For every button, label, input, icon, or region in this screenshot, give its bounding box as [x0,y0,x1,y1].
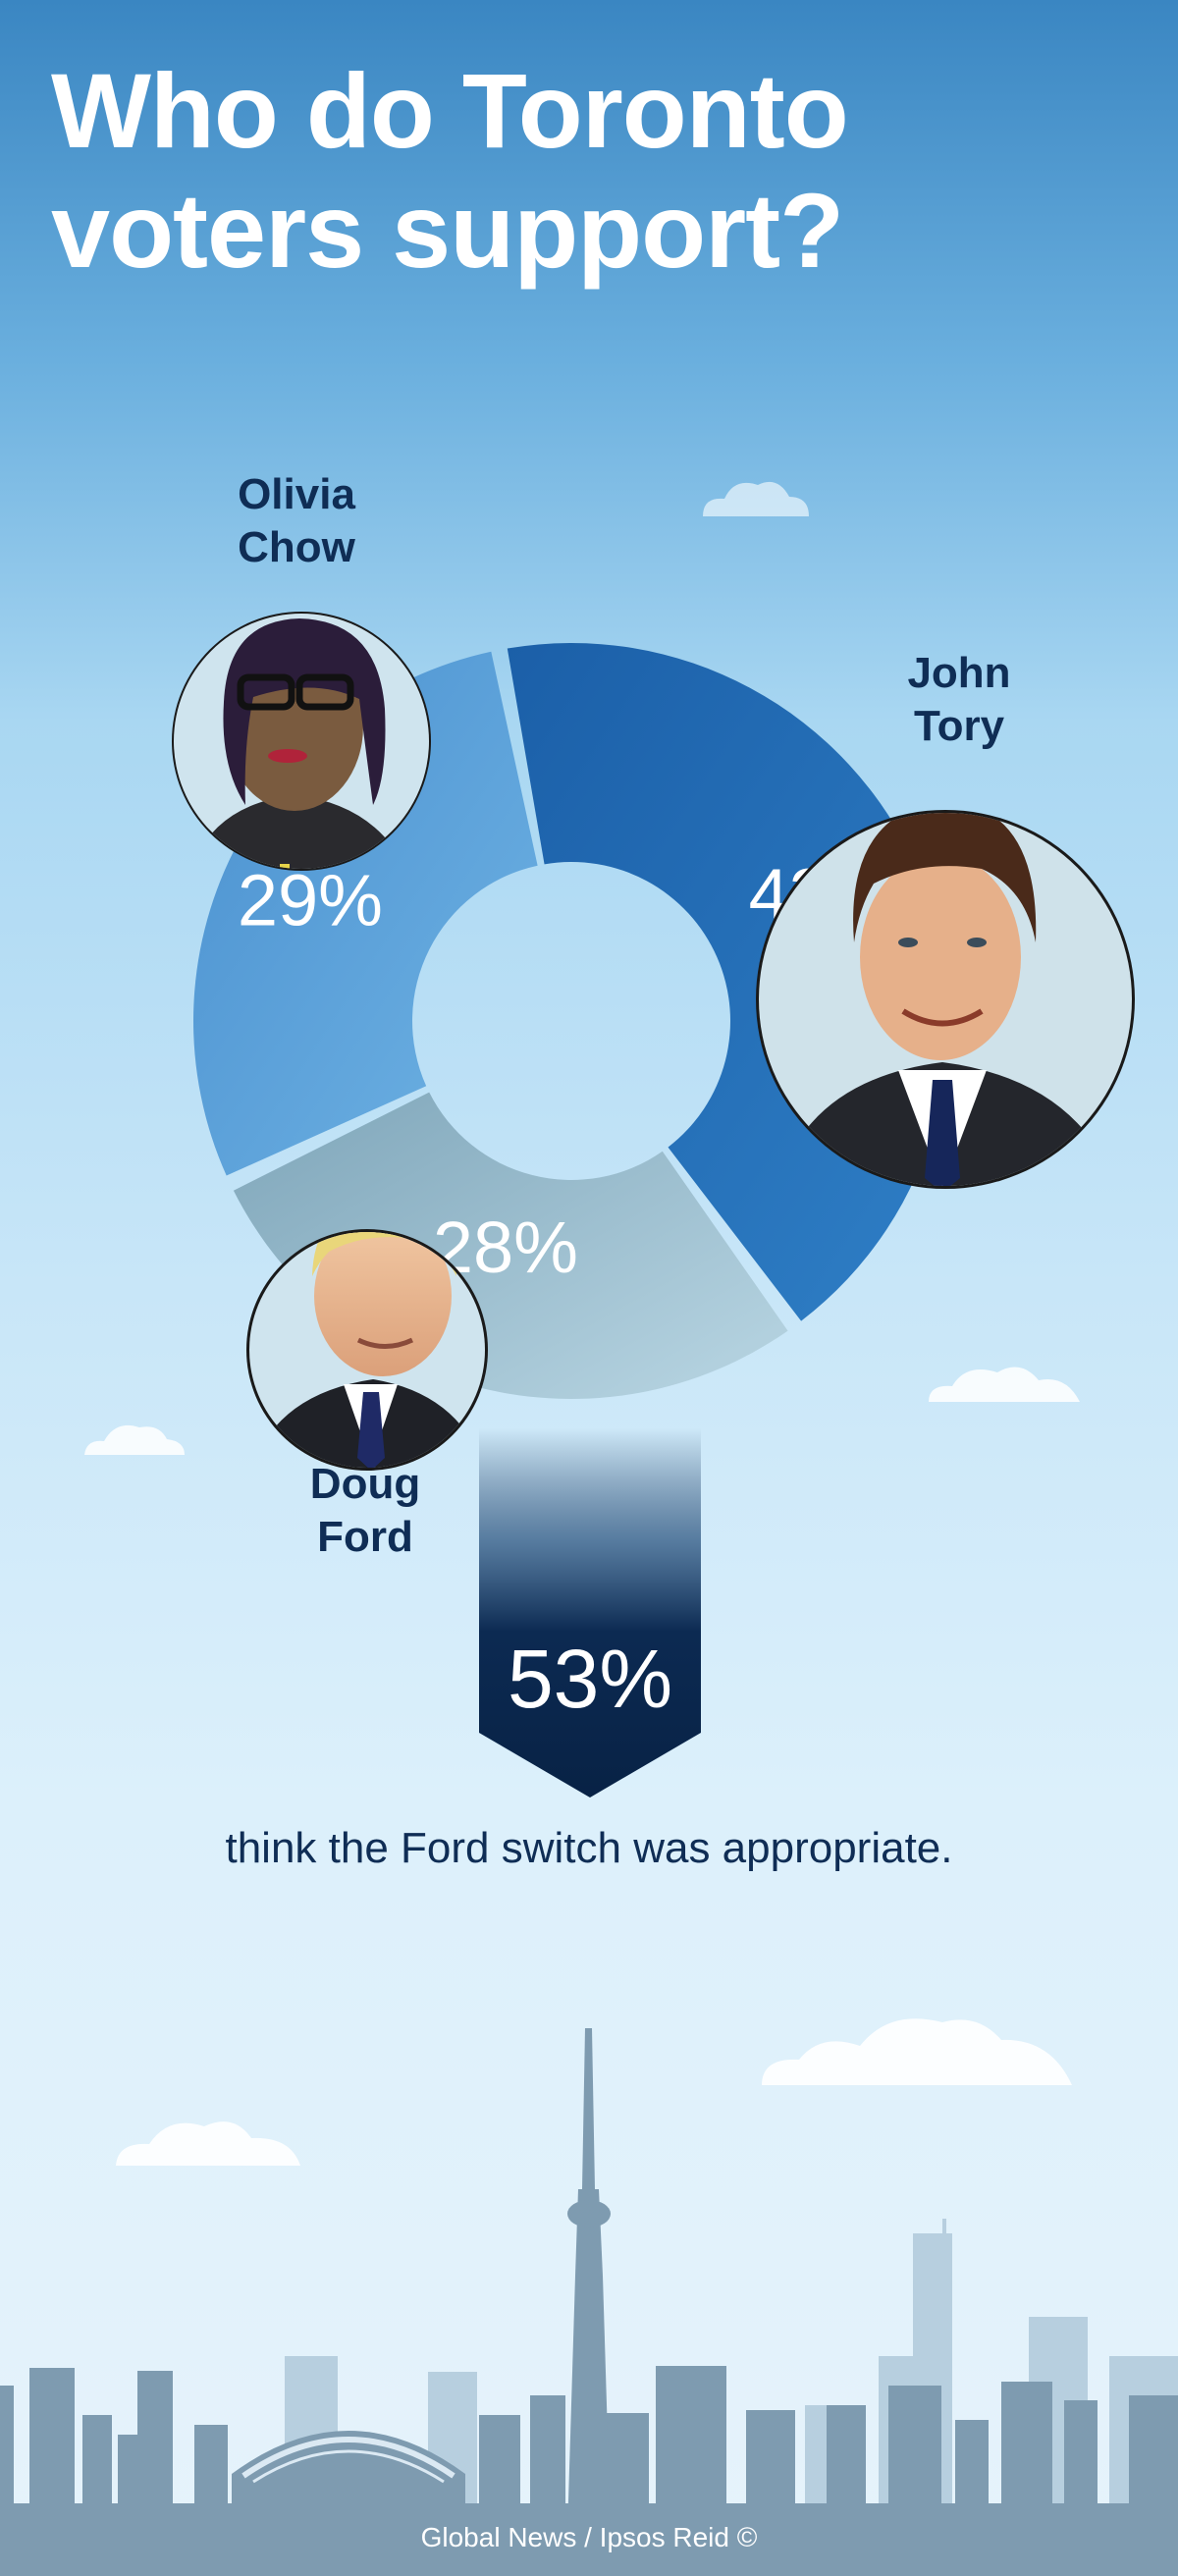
title-line-1: Who do Toronto [51,51,849,170]
doug-ford-portrait [246,1229,488,1471]
candidate-first-name: Olivia [238,470,355,518]
page-title: Who do Toronto voters support? [51,51,1131,291]
olivia-chow-portrait [172,612,431,871]
candidate-name-ford: Doug Ford [247,1458,483,1564]
john-tory-portrait [756,810,1135,1189]
cloud-icon [84,1424,185,1455]
candidate-first-name: John [907,649,1011,697]
title-line-2: voters support? [51,171,844,290]
candidate-name-tory: John Tory [841,647,1077,753]
donut-chart: 43%28%29% [172,612,1135,1471]
candidate-last-name: Tory [913,702,1005,750]
data-label-olivia-chow: 29% [238,860,383,941]
candidate-name-chow: Olivia Chow [179,468,414,574]
candidate-first-name: Doug [309,1460,421,1508]
cloud-icon [703,481,809,516]
candidate-last-name: Ford [317,1513,413,1561]
candidate-last-name: Chow [238,523,355,571]
stadium-dome-icon [232,2431,465,2533]
stat-caption: think the Ford switch was appropriate. [225,1824,953,1872]
cn-tower-icon [567,2028,611,2533]
cloud-icon [762,2018,1072,2085]
stat-arrow-shape [479,1428,701,1798]
source-credit: Global News / Ipsos Reid © [420,2522,758,2552]
toronto-skyline-illustration [0,2028,1178,2576]
stat-value: 53% [507,1633,673,1725]
cloud-icon [929,1367,1080,1402]
cloud-icon [116,2121,300,2166]
